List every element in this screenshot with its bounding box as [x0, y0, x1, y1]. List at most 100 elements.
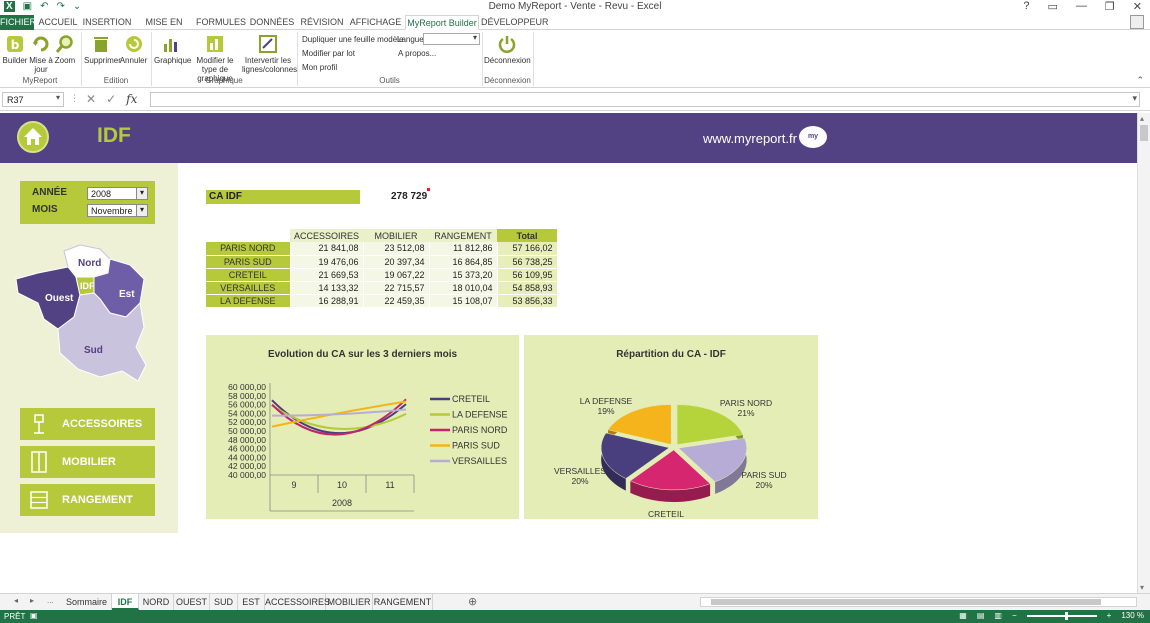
- ribbon-tab-affichage[interactable]: AFFICHAGE: [349, 17, 402, 27]
- help-button[interactable]: ?: [1023, 0, 1030, 12]
- next-sheet-icon[interactable]: ▸: [30, 596, 35, 605]
- sheet-tab-accessoires[interactable]: ACCESSOIRES: [265, 594, 330, 610]
- sheet-tab-idf[interactable]: IDF: [112, 594, 139, 610]
- pie-slice-la-defense[interactable]: [607, 404, 672, 445]
- builder-button[interactable]: b Builder: [2, 32, 28, 65]
- user-avatar[interactable]: [1130, 15, 1144, 29]
- table-cell[interactable]: 18 010,04: [429, 281, 498, 295]
- ribbon-display-button[interactable]: ▭: [1047, 1, 1058, 13]
- sheet-tab-ouest[interactable]: OUEST: [174, 594, 210, 610]
- undo-icon[interactable]: ↶: [40, 1, 49, 12]
- mobilier-button[interactable]: MOBILIER: [20, 446, 155, 478]
- ribbon-tab-fichier[interactable]: FICHIER: [0, 15, 36, 30]
- deconnexion-button[interactable]: Déconnexion: [484, 32, 531, 65]
- website-link[interactable]: www.myreport.fr: [703, 131, 797, 146]
- page-break-view-icon[interactable]: ▥: [994, 611, 1002, 620]
- modifier-par-lot-button[interactable]: Modifier par lot: [302, 49, 355, 58]
- table-cell-total[interactable]: 56 109,95: [497, 268, 558, 282]
- sheet-tab-mobilier[interactable]: MOBILIER: [326, 594, 373, 610]
- ribbon-tab-donn-es[interactable]: DONNÉES: [249, 17, 295, 27]
- table-cell[interactable]: 16 864,85: [429, 255, 498, 269]
- macro-record-icon[interactable]: ▣: [30, 611, 38, 620]
- redo-icon[interactable]: ↷: [56, 1, 65, 12]
- graphique-button[interactable]: Graphique: [154, 32, 191, 65]
- ribbon-tab-insertion[interactable]: INSERTION: [82, 17, 132, 27]
- ribbon-tab-mise-en-page[interactable]: MISE EN PAGE: [145, 17, 183, 42]
- table-cell[interactable]: 15 108,07: [429, 294, 498, 308]
- region-sud[interactable]: [57, 292, 147, 382]
- pie-slice-creteil[interactable]: [629, 449, 711, 491]
- horizontal-scrollbar[interactable]: [700, 597, 1137, 607]
- mois-select[interactable]: Novembre ▾: [87, 204, 148, 217]
- customize-qat-icon[interactable]: ⌄: [72, 1, 82, 12]
- table-cell-total[interactable]: 56 738,25: [497, 255, 558, 269]
- sheet-tab-sommaire[interactable]: Sommaire: [62, 594, 112, 610]
- ribbon-tab-r-vision[interactable]: RÉVISION: [300, 17, 344, 27]
- zoom-slider[interactable]: [1026, 611, 1097, 620]
- scroll-down-icon[interactable]: ▾: [1140, 583, 1145, 592]
- pie-slice-paris-sud[interactable]: [678, 437, 747, 483]
- add-sheet-icon[interactable]: ⊕: [468, 596, 478, 608]
- close-button[interactable]: ✕: [1132, 1, 1142, 13]
- collapse-ribbon-icon[interactable]: ⌃: [1136, 75, 1144, 85]
- sheet-tab-sud[interactable]: SUD: [210, 594, 238, 610]
- normal-view-icon[interactable]: ▦: [959, 611, 967, 620]
- confirm-entry-icon[interactable]: ✓: [106, 92, 117, 106]
- zoom-out-icon[interactable]: −: [1011, 611, 1017, 620]
- dropdown-arrow-icon[interactable]: ▾: [136, 205, 147, 216]
- table-cell[interactable]: 16 288,91: [290, 294, 364, 308]
- sheet-tab-est[interactable]: EST: [238, 594, 265, 610]
- home-button[interactable]: [17, 121, 49, 153]
- table-cell[interactable]: 19 067,22: [363, 268, 430, 282]
- zoom-button[interactable]: Zoom: [54, 32, 76, 65]
- table-cell[interactable]: 22 459,35: [363, 294, 430, 308]
- page-layout-view-icon[interactable]: ▤: [976, 611, 985, 620]
- save-icon[interactable]: ▣: [22, 1, 33, 12]
- accessoires-button[interactable]: ACCESSOIRES: [20, 408, 155, 440]
- cancel-entry-icon[interactable]: ✕: [86, 92, 97, 106]
- langue-dropdown[interactable]: [423, 33, 480, 45]
- more-sheets-button[interactable]: ...: [47, 596, 54, 605]
- dropdown-arrow-icon[interactable]: ▾: [136, 188, 147, 199]
- ribbon-tab-d-veloppeur[interactable]: DÉVELOPPEUR: [481, 17, 549, 27]
- table-cell-total[interactable]: 53 856,33: [497, 294, 558, 308]
- table-cell-total[interactable]: 54 858,93: [497, 281, 558, 295]
- table-cell[interactable]: 23 512,08: [363, 242, 430, 256]
- table-cell[interactable]: 20 397,34: [363, 255, 430, 269]
- ribbon-tab-accueil[interactable]: ACCUEIL: [38, 17, 78, 27]
- mise-a-jour-button[interactable]: Mise à jour: [29, 32, 53, 74]
- prev-sheet-icon[interactable]: ◂: [14, 596, 19, 605]
- table-cell[interactable]: 14 133,32: [290, 281, 364, 295]
- insert-function-button[interactable]: fx: [126, 92, 138, 106]
- minimize-button[interactable]: —: [1075, 0, 1087, 12]
- table-cell[interactable]: 21 841,08: [290, 242, 364, 256]
- zoom-slider-knob[interactable]: [1064, 611, 1068, 620]
- a-propos-button[interactable]: A propos...: [398, 49, 437, 58]
- table-cell[interactable]: 21 669,53: [290, 268, 364, 282]
- scroll-thumb[interactable]: [711, 599, 1101, 605]
- sheet-tab-nord[interactable]: NORD: [139, 594, 174, 610]
- modifier-type-graphique-button[interactable]: Modifier le type de graphique: [189, 32, 241, 83]
- table-cell[interactable]: 11 812,86: [429, 242, 498, 256]
- table-cell[interactable]: 15 373,20: [429, 268, 498, 282]
- pie-slice-versailles[interactable]: [600, 432, 670, 479]
- mon-profil-button[interactable]: Mon profil: [302, 63, 338, 72]
- dupliquer-feuille-button[interactable]: Dupliquer une feuille modèle: [302, 35, 404, 44]
- scroll-up-icon[interactable]: ▴: [1140, 114, 1145, 123]
- ribbon-tab-formules[interactable]: FORMULES: [196, 17, 247, 27]
- supprimer-button[interactable]: Supprimer: [84, 32, 121, 65]
- formula-input[interactable]: [150, 92, 1140, 107]
- formula-bar-resize-handle[interactable]: ⋮: [70, 93, 79, 103]
- annuler-button[interactable]: Annuler: [119, 32, 148, 65]
- vertical-scrollbar[interactable]: ▴ ▾: [1137, 113, 1150, 593]
- annee-select[interactable]: 2008 ▾: [87, 187, 148, 200]
- restore-button[interactable]: ❐: [1104, 1, 1115, 13]
- table-cell[interactable]: 19 476,06: [290, 255, 364, 269]
- sheet-tab-rangement[interactable]: RANGEMENT: [373, 594, 433, 610]
- table-cell-total[interactable]: 57 166,02: [497, 242, 558, 256]
- zoom-in-icon[interactable]: +: [1106, 611, 1112, 620]
- name-box[interactable]: R37: [2, 92, 64, 107]
- zoom-level[interactable]: 130 %: [1121, 611, 1144, 620]
- rangement-button[interactable]: RANGEMENT: [20, 484, 155, 516]
- table-cell[interactable]: 22 715,57: [363, 281, 430, 295]
